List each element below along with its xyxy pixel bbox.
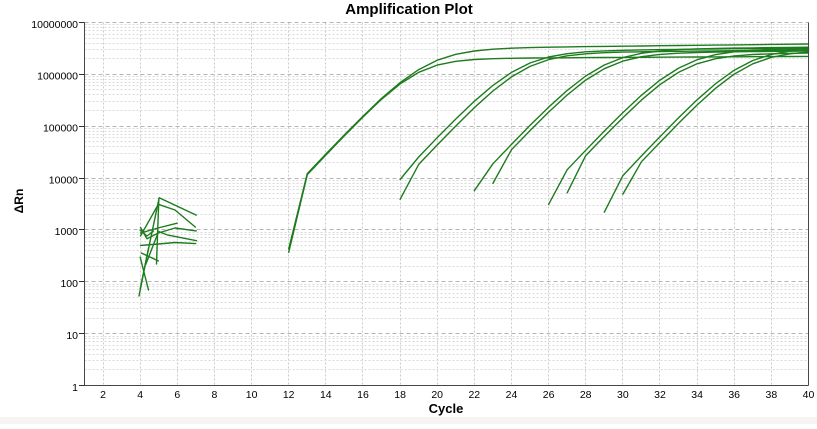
svg-text:38: 38	[766, 389, 778, 401]
svg-text:100: 100	[60, 278, 78, 290]
svg-text:18: 18	[394, 389, 406, 401]
svg-text:34: 34	[691, 389, 703, 401]
svg-text:22: 22	[468, 389, 480, 401]
svg-text:1000000: 1000000	[37, 71, 78, 83]
svg-text:8: 8	[211, 389, 217, 401]
svg-text:4: 4	[137, 389, 143, 401]
svg-text:1: 1	[72, 382, 78, 394]
svg-text:12: 12	[283, 389, 295, 401]
svg-text:32: 32	[654, 389, 666, 401]
svg-text:30: 30	[617, 389, 629, 401]
svg-text:100000: 100000	[43, 123, 78, 135]
svg-text:26: 26	[543, 389, 555, 401]
svg-text:28: 28	[580, 389, 592, 401]
svg-text:10000000: 10000000	[31, 19, 78, 31]
svg-text:1000: 1000	[55, 226, 79, 238]
svg-text:6: 6	[174, 389, 180, 401]
svg-text:10: 10	[246, 389, 258, 401]
svg-text:2: 2	[100, 389, 106, 401]
svg-text:Amplification Plot: Amplification Plot	[345, 1, 473, 18]
svg-text:14: 14	[320, 389, 332, 401]
svg-text:Cycle: Cycle	[429, 401, 464, 416]
svg-text:10: 10	[66, 330, 78, 342]
svg-text:16: 16	[357, 389, 369, 401]
svg-text:20: 20	[431, 389, 443, 401]
svg-text:ΔRn: ΔRn	[12, 189, 26, 214]
svg-text:24: 24	[506, 389, 518, 401]
svg-text:10000: 10000	[49, 174, 78, 186]
svg-text:36: 36	[728, 389, 740, 401]
svg-text:40: 40	[803, 389, 815, 401]
